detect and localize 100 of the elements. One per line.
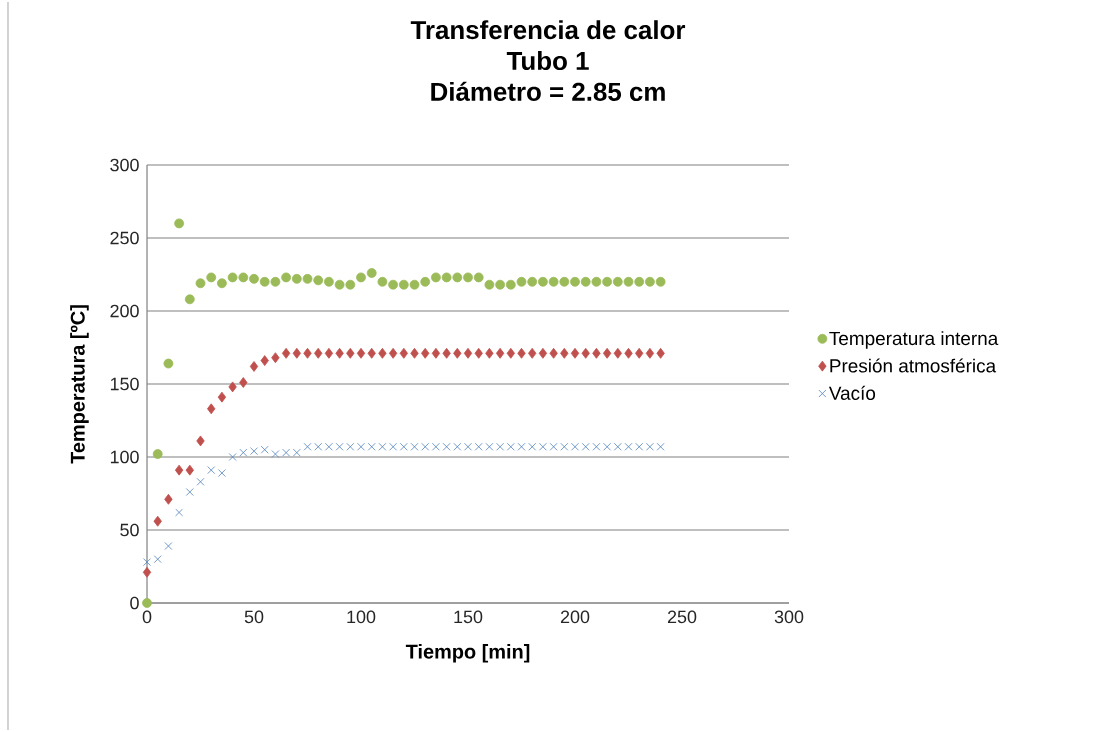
point [249, 361, 259, 372]
point [431, 442, 440, 451]
point [516, 276, 527, 287]
point [346, 442, 355, 451]
point [505, 279, 516, 290]
point [635, 347, 644, 359]
point [217, 278, 227, 289]
point [527, 276, 538, 287]
point [453, 347, 462, 359]
point [656, 442, 665, 451]
point [324, 442, 333, 451]
point [613, 442, 622, 451]
point [388, 347, 398, 359]
point [538, 276, 548, 287]
point [560, 442, 569, 451]
point [313, 275, 324, 286]
chart-title: Transferencia de calor Tubo 1 Diámetro = 2.85 cm [410, 20, 686, 101]
point [174, 464, 184, 476]
point [571, 442, 579, 451]
point [559, 276, 570, 287]
point [303, 347, 312, 359]
point [549, 442, 558, 451]
point [602, 347, 612, 359]
point [356, 347, 366, 359]
x-tick-label: 0 [142, 610, 152, 624]
x-axis-title: Tiempo [min] [405, 644, 530, 663]
point [292, 347, 301, 359]
point [163, 358, 174, 369]
point [346, 347, 355, 359]
point [334, 279, 345, 290]
point [441, 272, 452, 283]
point [431, 272, 441, 283]
point [195, 278, 206, 289]
point [581, 442, 590, 451]
legend-label: Presión atmosférica [830, 358, 997, 373]
point [528, 442, 537, 451]
point [153, 515, 162, 527]
legend-label: Temperatura interna [829, 331, 999, 349]
point [228, 453, 237, 461]
point [292, 448, 301, 457]
point [485, 442, 494, 451]
point [612, 276, 623, 287]
point [217, 469, 226, 477]
y-tick-label: 300 [110, 158, 139, 172]
point [185, 464, 194, 476]
point [228, 381, 237, 393]
point [549, 347, 558, 359]
y-tick-label: 250 [110, 231, 139, 245]
point [152, 449, 163, 459]
point [184, 294, 195, 305]
point [185, 488, 194, 496]
y-axis-title: Temperatura [ºC] [70, 305, 89, 464]
point [196, 435, 205, 447]
point [291, 273, 302, 284]
point [570, 276, 580, 287]
point [410, 347, 419, 359]
point [217, 391, 227, 403]
point [570, 347, 580, 359]
point [645, 347, 655, 359]
point [367, 442, 376, 451]
point [464, 442, 472, 451]
point [281, 272, 292, 283]
point [399, 347, 408, 359]
point [398, 279, 409, 290]
point [238, 272, 249, 283]
point [452, 272, 463, 283]
point [239, 448, 248, 457]
x-tick-label: 50 [244, 610, 264, 624]
point [142, 566, 152, 578]
point [335, 347, 344, 359]
point [207, 403, 216, 415]
point [624, 347, 633, 359]
legend-label: Vacío [828, 385, 876, 400]
x-tick-label: 150 [454, 610, 483, 624]
point [303, 442, 312, 451]
point [442, 347, 451, 359]
y-tick-label: 50 [120, 523, 139, 537]
point [239, 377, 248, 388]
point [377, 276, 388, 287]
x-tick-label: 250 [667, 610, 697, 624]
point [409, 279, 420, 290]
point [271, 352, 280, 364]
point [591, 276, 602, 287]
point [324, 276, 334, 287]
point [196, 477, 205, 486]
point [345, 279, 356, 290]
point [645, 276, 655, 287]
point [164, 493, 173, 505]
point [517, 347, 526, 359]
point [174, 218, 185, 229]
point [175, 508, 184, 517]
point [164, 542, 173, 550]
point [506, 442, 515, 451]
point [357, 442, 365, 451]
point [580, 276, 591, 287]
point [153, 555, 162, 564]
point [142, 598, 152, 608]
x-tick-label: 300 [774, 610, 804, 624]
point [623, 276, 634, 287]
point [484, 279, 495, 290]
